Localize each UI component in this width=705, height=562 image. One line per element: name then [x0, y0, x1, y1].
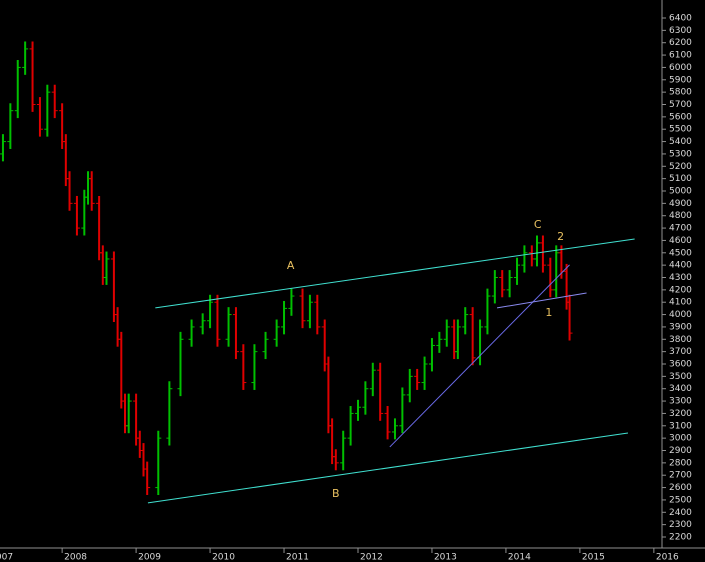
y-tick-label: 3600 — [669, 360, 692, 370]
y-tick-label: 4700 — [669, 224, 692, 234]
plot-area — [0, 41, 635, 504]
y-tick-label: 3500 — [669, 372, 692, 382]
annotation: A — [287, 259, 295, 272]
y-tick-label: 6000 — [669, 63, 692, 73]
y-tick-label: 2400 — [669, 508, 692, 518]
y-tick-label: 5300 — [669, 149, 692, 159]
y-tick-label: 5400 — [669, 137, 692, 147]
trend-line — [496, 292, 587, 309]
y-tick-label: 4500 — [669, 248, 692, 258]
y-tick-label: 6400 — [669, 14, 692, 24]
annotation: 1 — [545, 306, 552, 319]
y-tick-label: 6300 — [669, 26, 692, 36]
x-tick-label: 2016 — [656, 553, 679, 562]
x-tick-label: 2011 — [286, 553, 309, 562]
y-tick-label: 3100 — [669, 421, 692, 431]
y-tick-label: 2500 — [669, 495, 692, 505]
y-tick-label: 2900 — [669, 446, 692, 456]
x-tick-label: 2008 — [64, 553, 87, 562]
y-tick-label: 3300 — [669, 397, 692, 407]
annotation: B — [332, 487, 340, 500]
trend-line — [389, 264, 570, 448]
y-tick-label: 5100 — [669, 174, 692, 184]
x-tick-label: 2007 — [0, 553, 13, 562]
y-tick-label: 3200 — [669, 409, 692, 419]
y-tick-label: 2600 — [669, 483, 692, 493]
y-tick-label: 4200 — [669, 285, 692, 295]
y-tick-label: 3000 — [669, 434, 692, 444]
y-tick-label: 4300 — [669, 273, 692, 283]
x-tick-label: 2009 — [138, 553, 161, 562]
x-tick-label: 2013 — [434, 553, 457, 562]
x-tick-label: 2015 — [582, 553, 605, 562]
y-tick-label: 4400 — [669, 261, 692, 271]
y-tick-label: 3900 — [669, 322, 692, 332]
x-tick-label: 2012 — [360, 553, 383, 562]
y-tick-label: 5800 — [669, 88, 692, 98]
y-tick-label: 5000 — [669, 187, 692, 197]
y-tick-label: 3400 — [669, 384, 692, 394]
y-tick-label: 4900 — [669, 199, 692, 209]
y-tick-label: 2800 — [669, 458, 692, 468]
y-tick-label: 4800 — [669, 211, 692, 221]
y-tick-label: 6100 — [669, 51, 692, 61]
y-tick-label: 2700 — [669, 471, 692, 481]
annotation: 2 — [557, 230, 564, 243]
y-tick-label: 6200 — [669, 38, 692, 48]
y-tick-label: 2300 — [669, 520, 692, 530]
y-tick-label: 4100 — [669, 298, 692, 308]
y-tick-label: 5200 — [669, 162, 692, 172]
trend-line — [155, 238, 635, 309]
y-tick-label: 3700 — [669, 347, 692, 357]
y-tick-label: 2200 — [669, 533, 692, 543]
y-tick-label: 4600 — [669, 236, 692, 246]
x-tick-label: 2010 — [212, 553, 235, 562]
y-tick-label: 5600 — [669, 112, 692, 122]
trend-line — [147, 432, 629, 504]
x-tick-label: 2014 — [508, 553, 531, 562]
y-tick-label: 5900 — [669, 75, 692, 85]
y-tick-label: 3800 — [669, 335, 692, 345]
y-tick-label: 5700 — [669, 100, 692, 110]
y-tick-label: 4000 — [669, 310, 692, 320]
y-tick-label: 5500 — [669, 125, 692, 135]
annotation: C — [534, 218, 542, 231]
